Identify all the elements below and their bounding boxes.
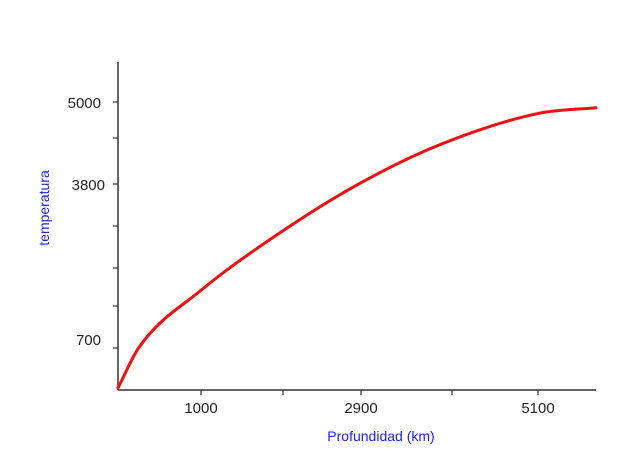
axes [117,62,596,391]
tick-labels: 5000 3800 700 1000 2900 5100 [68,95,555,417]
x-axis-title: Profundidad (km) [327,428,434,444]
y-tick-label-700: 700 [76,332,101,349]
data-series [116,106,598,390]
x-tick-label-1000: 1000 [184,400,217,417]
y-axis-title: temperatura [36,170,52,246]
x-tick-label-5100: 5100 [521,400,554,417]
y-tick-label-5000: 5000 [68,95,101,112]
temperature-curve [116,106,598,390]
y-tick-label-3800: 3800 [72,177,105,194]
axis-ticks [113,101,539,395]
x-tick-label-2900: 2900 [344,400,377,417]
